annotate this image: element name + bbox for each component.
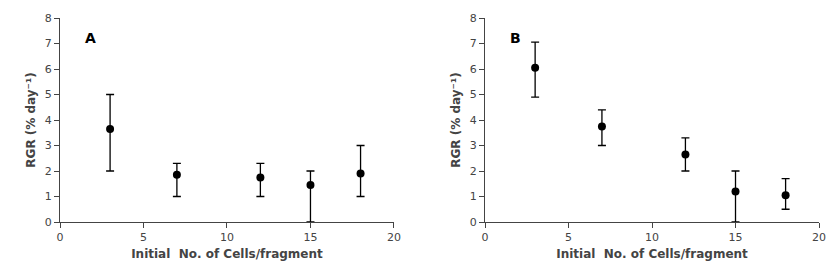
svg-text:A: A (85, 30, 96, 46)
svg-text:7: 7 (45, 37, 52, 50)
svg-text:7: 7 (470, 37, 477, 50)
svg-text:0: 0 (57, 231, 64, 244)
svg-text:RGR (% day⁻¹): RGR (% day⁻¹) (24, 72, 38, 167)
svg-text:4: 4 (470, 114, 477, 127)
svg-text:6: 6 (45, 63, 52, 76)
svg-text:5: 5 (565, 231, 572, 244)
svg-text:4: 4 (45, 114, 52, 127)
svg-text:Initial No. of Cells/fragment: Initial No. of Cells/fragment (131, 247, 323, 261)
svg-text:10: 10 (220, 231, 234, 244)
svg-text:1: 1 (45, 190, 52, 203)
svg-text:0: 0 (482, 231, 489, 244)
svg-text:6: 6 (470, 63, 477, 76)
svg-text:10: 10 (645, 231, 659, 244)
svg-text:15: 15 (303, 231, 317, 244)
svg-text:20: 20 (812, 231, 826, 244)
svg-text:5: 5 (470, 88, 477, 101)
svg-text:3: 3 (470, 139, 477, 152)
svg-text:8: 8 (470, 12, 477, 25)
svg-text:B: B (510, 30, 521, 46)
svg-text:5: 5 (140, 231, 147, 244)
svg-text:0: 0 (470, 216, 477, 229)
svg-text:3: 3 (45, 139, 52, 152)
svg-text:RGR (% day⁻¹): RGR (% day⁻¹) (449, 72, 463, 167)
svg-text:0: 0 (45, 216, 52, 229)
svg-text:2: 2 (470, 165, 477, 178)
svg-text:8: 8 (45, 12, 52, 25)
svg-text:5: 5 (45, 88, 52, 101)
svg-text:Initial No. of Cells/fragment: Initial No. of Cells/fragment (556, 247, 748, 261)
svg-text:20: 20 (387, 231, 401, 244)
svg-text:15: 15 (729, 231, 743, 244)
svg-text:1: 1 (470, 190, 477, 203)
svg-text:2: 2 (45, 165, 52, 178)
